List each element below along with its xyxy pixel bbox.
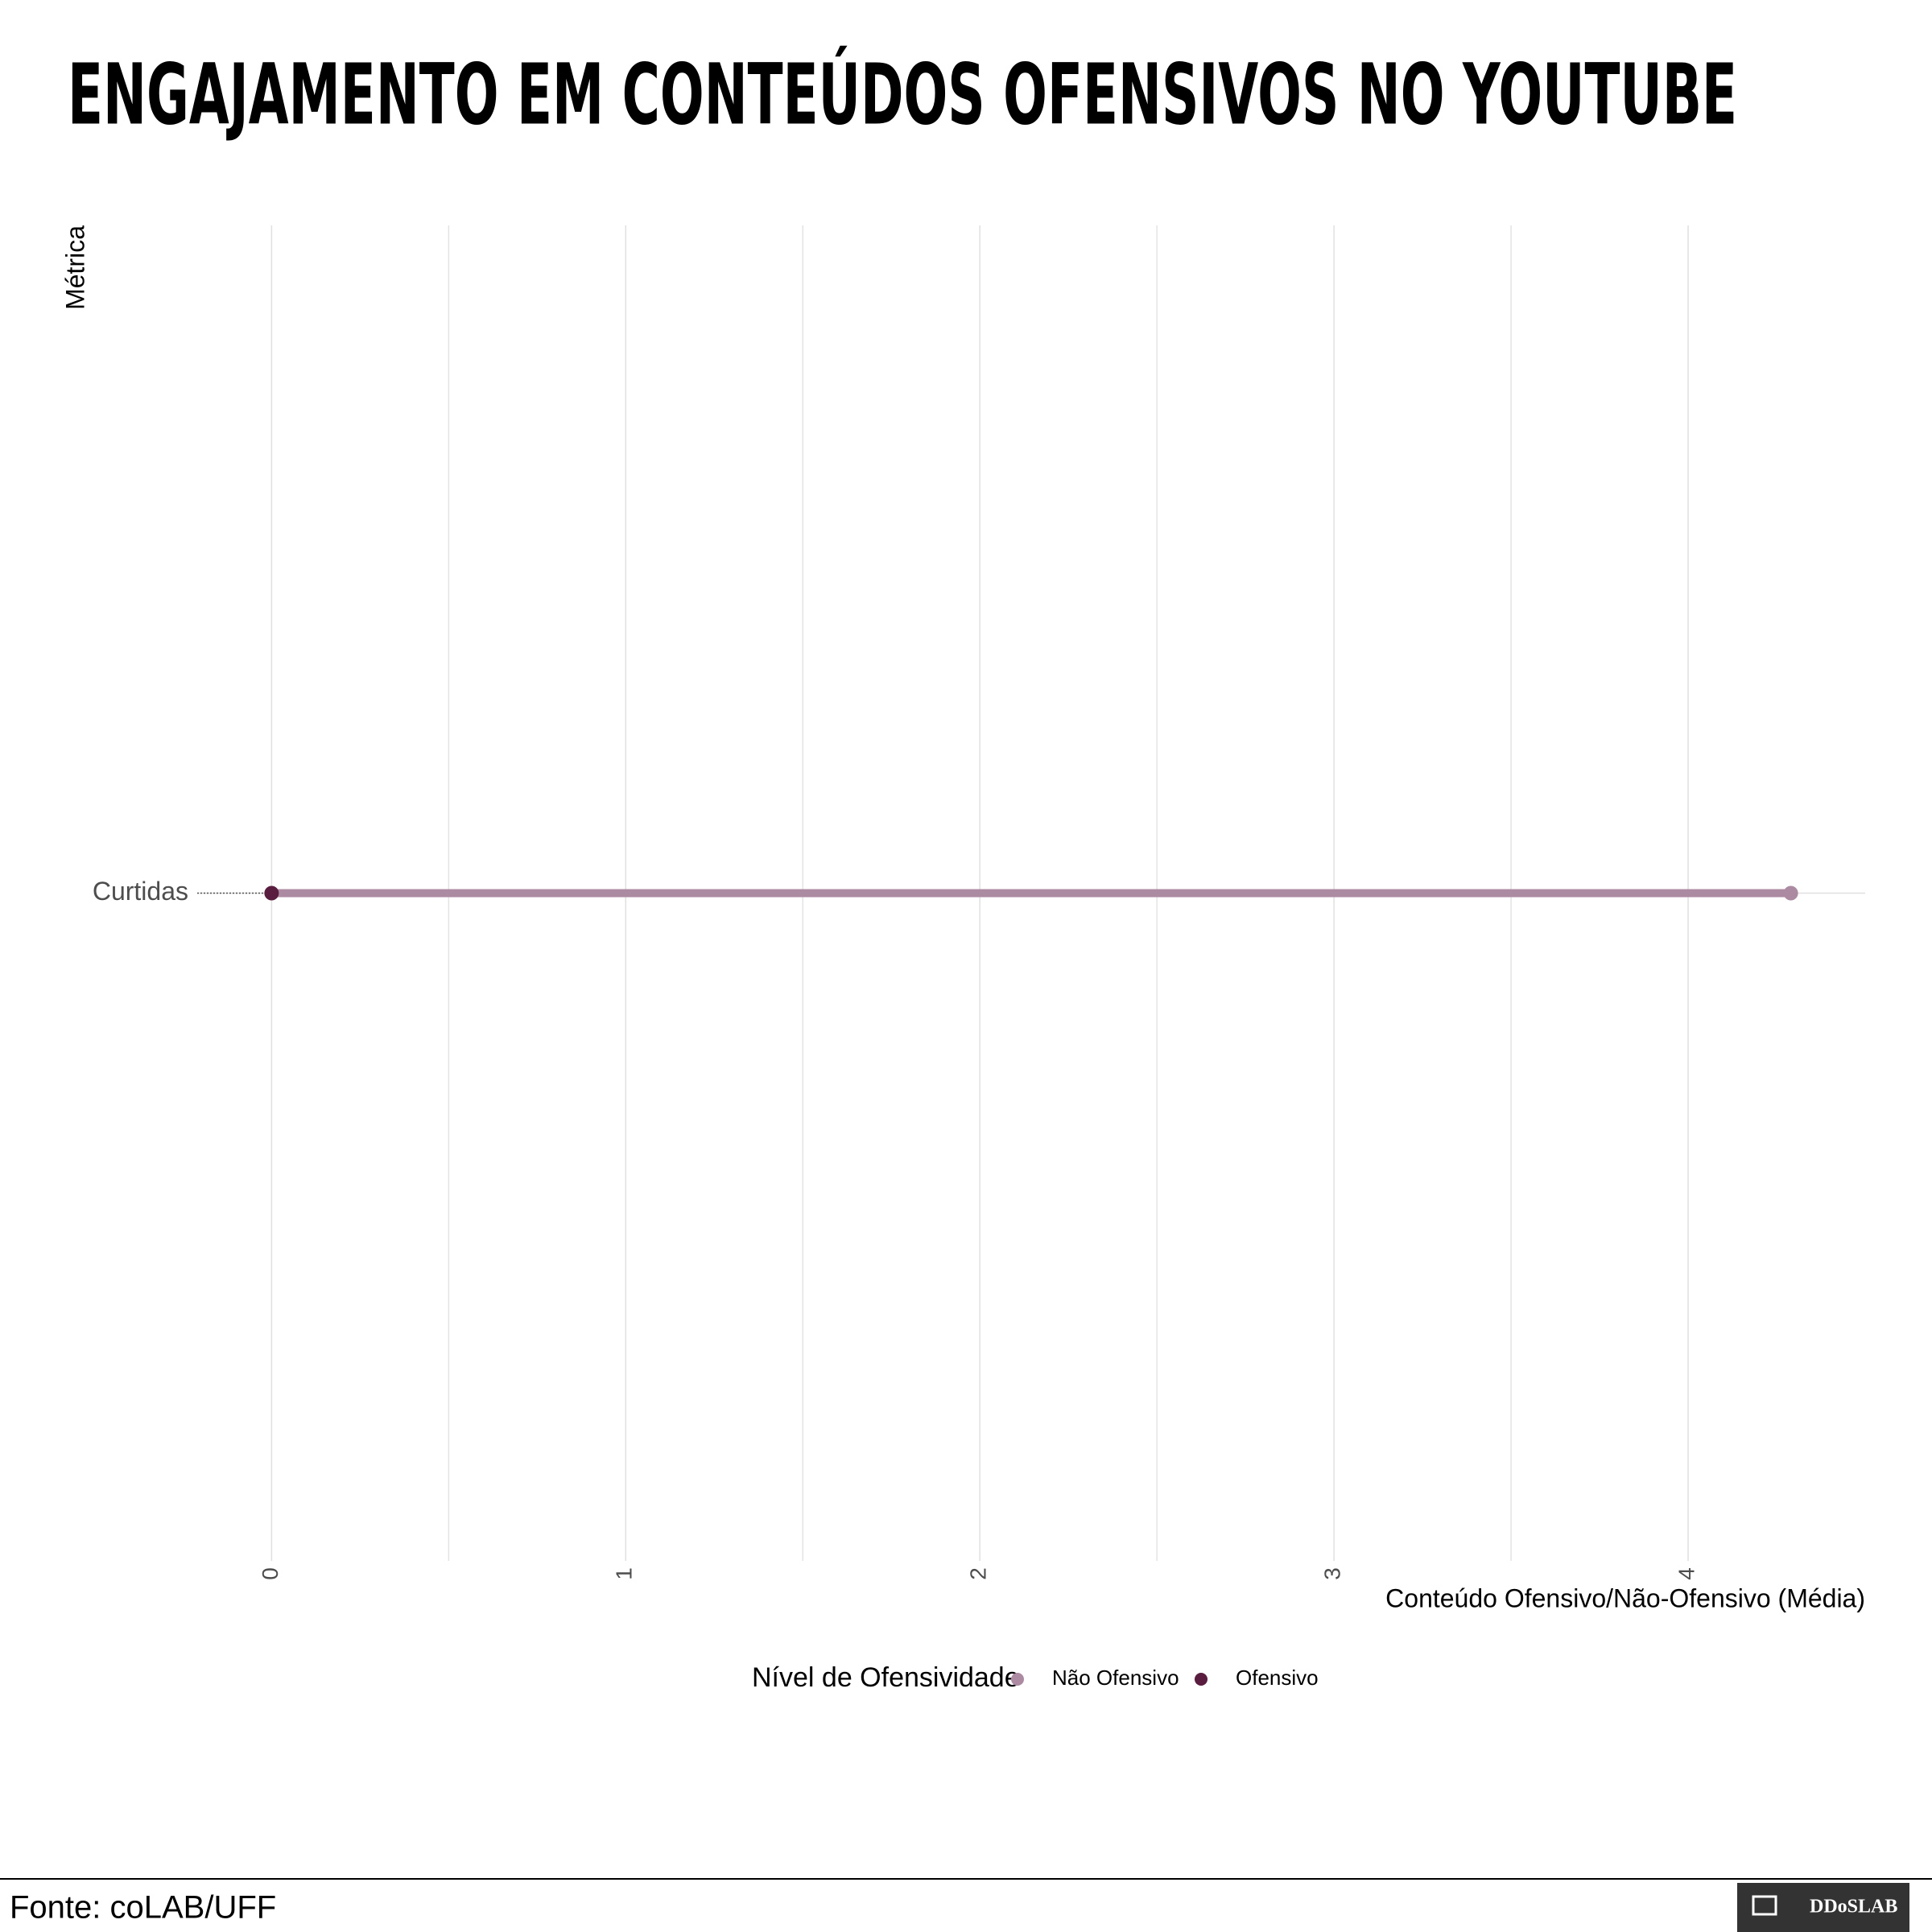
y-axis-title: Métrica [60, 225, 89, 310]
x-axis-title: Conteúdo Ofensivo/Não-Ofensivo (Média) [1385, 1583, 1865, 1612]
x-tick-label: 0 [258, 1567, 283, 1580]
point [1783, 886, 1798, 901]
legend-marker [1195, 1673, 1208, 1686]
caption: Fonte: coLAB/UFF [10, 1890, 276, 1926]
legend-marker [1011, 1673, 1024, 1686]
x-tick-label: 1 [612, 1567, 637, 1580]
legend-label: Não Ofensivo [1052, 1666, 1179, 1690]
logo-icon [1752, 1895, 1777, 1916]
logo-box [1737, 1883, 1909, 1932]
logo-text: DDoSLAB [1810, 1897, 1897, 1918]
x-tick-label: 3 [1320, 1567, 1345, 1580]
point [264, 886, 279, 901]
legend-label: Ofensivo [1236, 1666, 1319, 1690]
y-tick-label: Curtidas [93, 877, 188, 906]
x-tick-label: 2 [966, 1567, 991, 1580]
x-tick-label: 4 [1674, 1567, 1699, 1580]
legend-title: Nível de Ofensividade [752, 1662, 1020, 1693]
chart-title: ENGAJAMENTO EM CONTEÚDOS OFENSIVOS NO YO… [68, 45, 1737, 143]
